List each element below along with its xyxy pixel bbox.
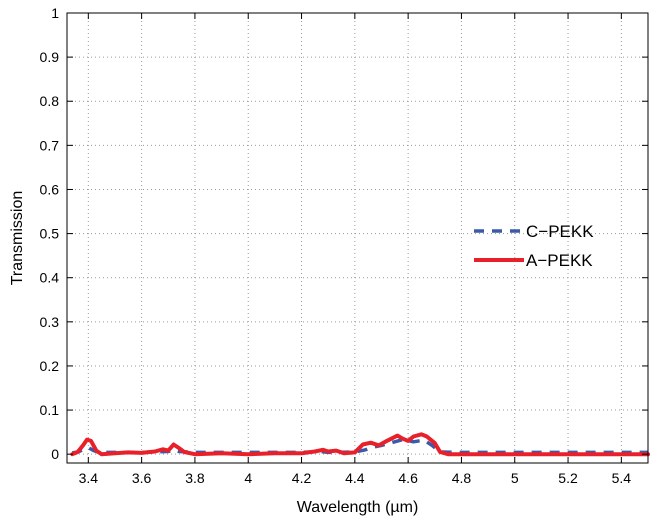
- x-tick-label: 5.4: [612, 470, 632, 486]
- grid-lines: [67, 12, 648, 463]
- x-tick-label: 4.8: [452, 470, 472, 486]
- legend: C−PEKK A−PEKK: [474, 222, 594, 270]
- y-tick-label: 0.1: [40, 402, 60, 418]
- y-tick-label: 0.8: [40, 93, 60, 109]
- legend-label: C−PEKK: [526, 222, 594, 241]
- y-axis-label: Transmission: [9, 191, 26, 286]
- y-tick-label: 0.2: [40, 358, 60, 374]
- legend-label: A−PEKK: [526, 251, 593, 270]
- x-tick-label: 3.4: [79, 470, 99, 486]
- series-line-apekk: [70, 432, 650, 457]
- y-tick-label: 0.3: [40, 314, 60, 330]
- series-layer: [70, 432, 650, 457]
- y-tick-label: 0.7: [40, 137, 60, 153]
- x-tick-label: 3.6: [132, 470, 152, 486]
- x-tick-label: 4.6: [398, 470, 418, 486]
- y-tick-label: 1: [51, 5, 59, 21]
- y-tick-label: 0.4: [40, 270, 60, 286]
- x-tick-label: 4: [244, 470, 252, 486]
- x-tick-label: 5: [511, 470, 519, 486]
- x-tick-label: 4.2: [292, 470, 312, 486]
- x-tick-label: 5.2: [558, 470, 578, 486]
- y-tick-label: 0.6: [40, 181, 60, 197]
- axis-ticks: 3.4 3.6 3.8 4 4.2 4.4 4.6 4.8 5 5.2 5.4 0 0.1 0.2 0.3 0…: [40, 5, 648, 486]
- x-tick-label: 4.4: [345, 470, 365, 486]
- plot-frame: [66, 12, 649, 464]
- x-tick-label: 3.8: [185, 470, 205, 486]
- x-axis-label: Wavelength (µm): [297, 499, 419, 516]
- y-tick-label: 0.5: [40, 226, 60, 242]
- y-tick-label: 0.9: [40, 49, 60, 65]
- y-tick-label: 0: [51, 446, 59, 462]
